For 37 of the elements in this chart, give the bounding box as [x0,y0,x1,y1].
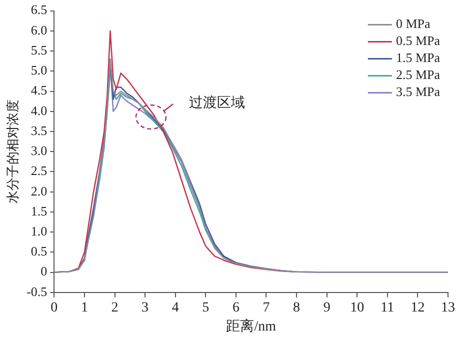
y-tick-label: 0 [40,264,48,279]
x-tick-label: 7 [262,300,270,316]
x-tick-label: 10 [350,300,364,316]
x-tick-label: 12 [410,300,425,316]
legend-label: 0 MPa [396,16,430,32]
y-tick-label: 6.0 [30,22,48,38]
x-tick-label: 1 [80,300,88,316]
x-tick-label: 4 [172,300,179,316]
y-tick-label: 3.0 [30,143,48,158]
x-tick-label: 11 [380,300,394,316]
legend-label: 2.5 MPa [396,67,440,82]
y-tick-label: 4.0 [30,102,48,118]
x-tick-label: 2 [111,300,118,316]
x-axis-title: 距离/nm [226,318,276,334]
x-tick-label: 8 [293,300,300,316]
x-tick-label: 5 [202,300,210,316]
y-tick-label: 6.5 [30,2,48,18]
legend-label: 0.5 MPa [396,33,440,48]
x-tick-label: 9 [323,300,330,316]
x-tick-label: 13 [441,300,455,316]
legend-label: 3.5 MPa [396,84,440,100]
y-axis-title: 水分子的相对浓度 [5,100,22,204]
y-tick-label: 5.0 [30,62,48,78]
y-tick-label: 0.5 [30,244,48,259]
y-tick-label: 2.0 [30,183,48,198]
y-tick-label: 2.5 [30,163,48,178]
legend-label: 1.5 MPa [396,50,440,66]
y-tick-label: 3.5 [30,122,48,138]
y-tick-label: 1.0 [30,223,48,238]
x-tick-label: 0 [50,300,58,316]
y-tick-label: 4.5 [30,82,48,98]
x-tick-label: 6 [232,300,240,316]
annotation: 过渡区域 [189,95,246,112]
y-tick-label: -0.5 [26,284,48,299]
y-tick-label: 1.5 [30,203,48,218]
x-tick-label: 3 [142,300,149,316]
y-tick-label: 5.5 [30,42,48,58]
